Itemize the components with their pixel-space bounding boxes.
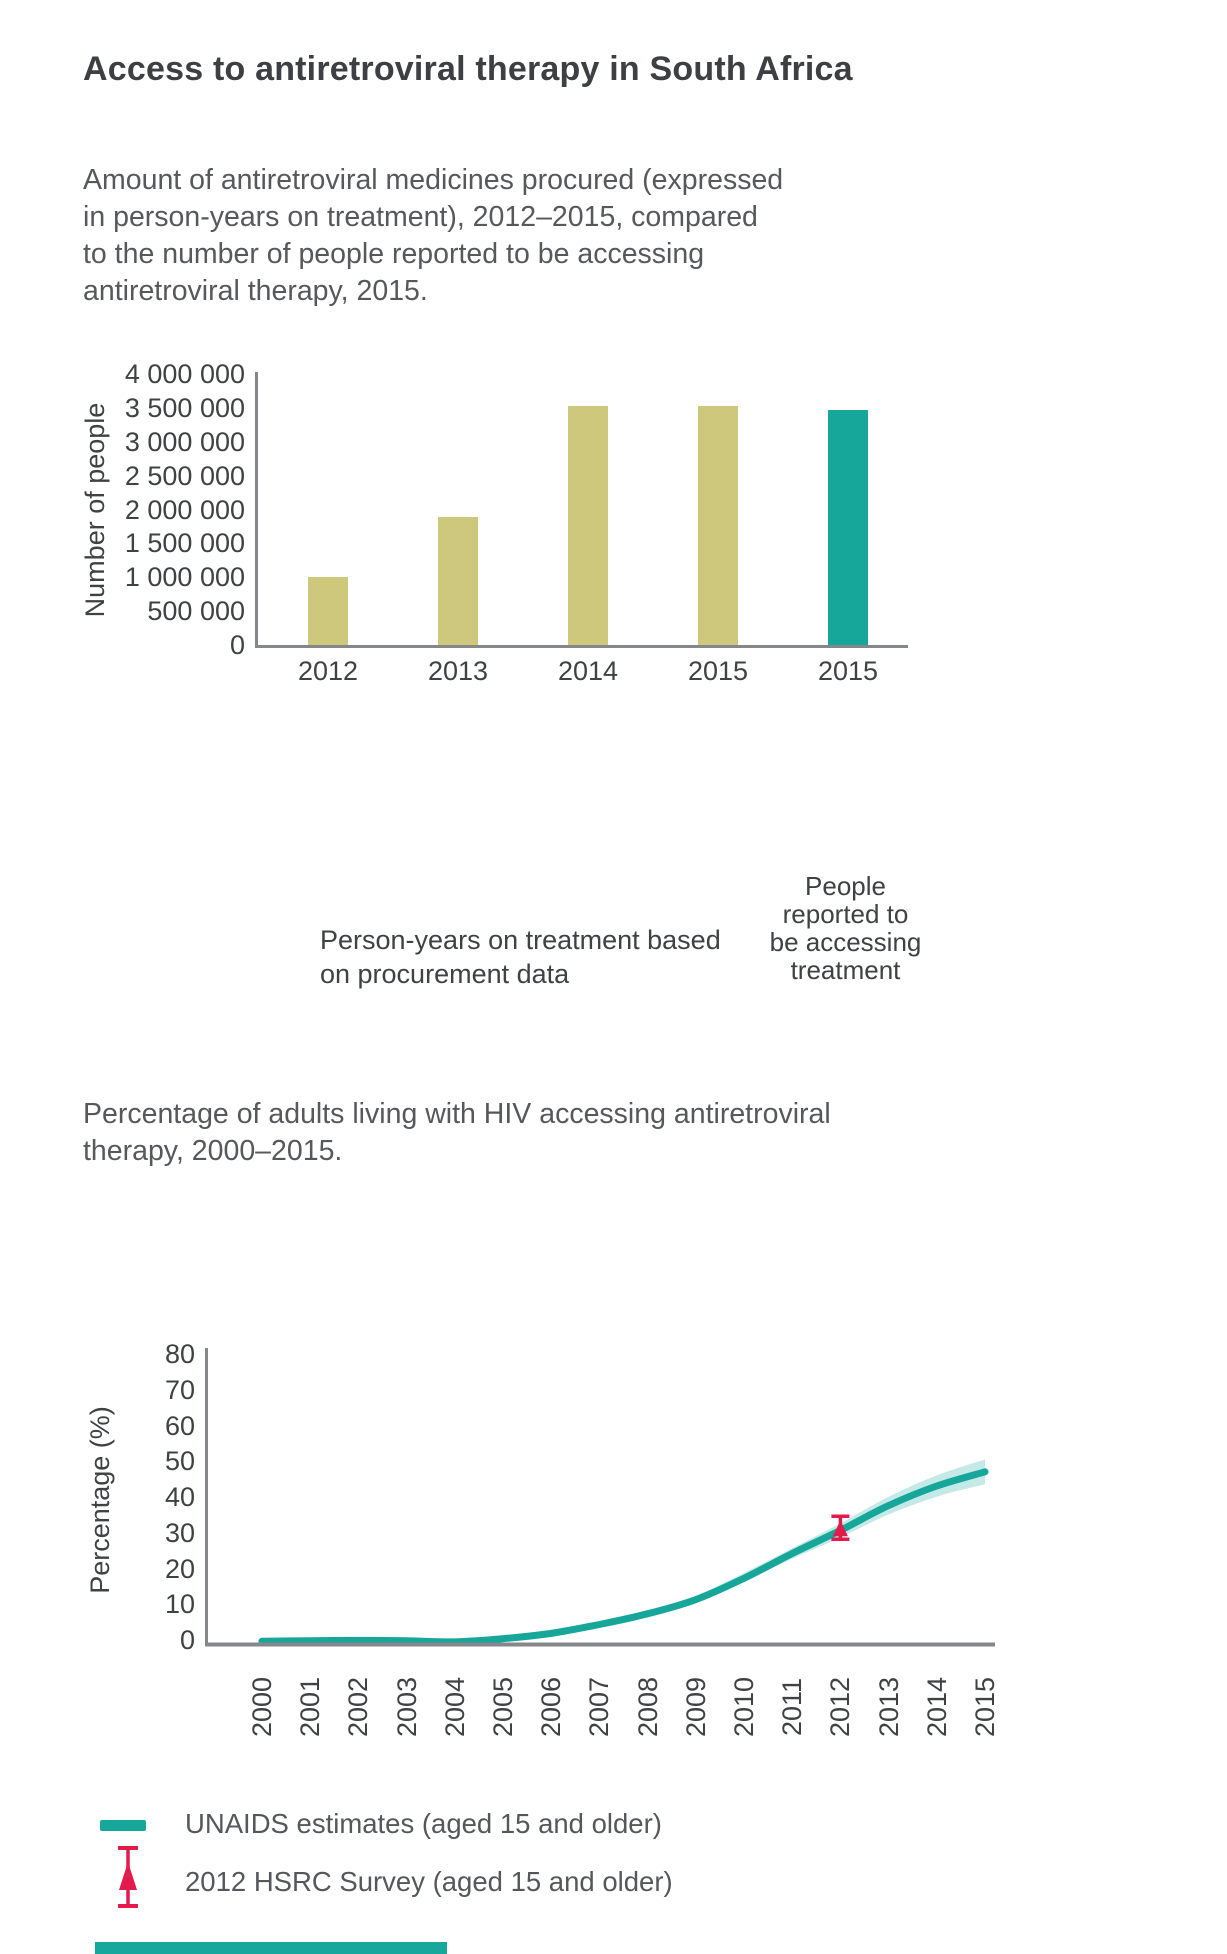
line-y-axis-ticks: 80 70 60 50 40 30 20 10 0: [100, 1339, 195, 1656]
line-y-tick-label: 0: [179, 1625, 195, 1655]
bar-2015-3: [698, 406, 738, 645]
line-y-tick-label: 80: [164, 1339, 195, 1369]
bar-x-axis-ticks: 2012 2013 2014 2015 2015: [258, 656, 908, 688]
estimates-line: [258, 1468, 989, 1646]
bar-y-tick-label: 2 500 000: [124, 460, 245, 491]
line-x-tick-label: 2000: [247, 1676, 277, 1738]
bar-y-tick-label: 0: [229, 630, 245, 660]
line-x-tick-label: 2004: [440, 1676, 470, 1738]
bar-x-tick-label: 2015: [817, 656, 879, 686]
bar-y-tick-label: 3 000 000: [124, 426, 245, 457]
line-y-tick-label: 10: [164, 1589, 195, 1620]
legend-label-survey: 2012 HSRC Survey (aged 15 and older): [185, 1866, 673, 1897]
line-x-tick-label: 2009: [681, 1676, 711, 1738]
bar-2014-2: [568, 406, 608, 645]
line-x-tick-label: 2015: [970, 1676, 1000, 1738]
line-x-tick-label: 2001: [295, 1676, 325, 1738]
legend-label-estimates: UNAIDS estimates (aged 15 and older): [185, 1808, 662, 1839]
line-x-tick-label: 2011: [777, 1677, 807, 1737]
line-y-tick-label: 20: [164, 1553, 195, 1584]
bar-x-tick-label: 2014: [557, 656, 619, 686]
uncertainty-band: [262, 1459, 985, 1643]
page-title: Access to antiretroviral therapy in Sout…: [83, 50, 853, 88]
line-x-tick-label: 2008: [633, 1676, 663, 1738]
bar-y-axis-ticks: 4 000 000 3 500 000 3 000 000 2 500 000 2 00…: [20, 359, 245, 661]
bar-x-tick-label: 2012: [297, 656, 359, 686]
line-y-tick-label: 50: [164, 1446, 195, 1477]
line-x-tick-label: 2010: [729, 1676, 759, 1738]
procurement-note: Person-years on treatment based on procu…: [320, 925, 721, 989]
bar-chart-subtitle: Amount of antiretroviral medicines procu…: [83, 164, 784, 307]
line-x-tick-label: 2007: [584, 1676, 614, 1738]
line-y-tick-label: 30: [164, 1517, 195, 1548]
bar-plot: [255, 372, 908, 648]
survey-error-bar: [831, 1514, 850, 1542]
line-plot-svg: [205, 1348, 995, 1647]
bar-2015-4: [828, 410, 868, 645]
bar-y-tick-label: 2 000 000: [124, 494, 245, 525]
line-x-tick-label: 2006: [536, 1676, 566, 1738]
estimates-line-swatch-icon: [100, 1820, 146, 1831]
footer-accent-bar: [95, 1942, 447, 1954]
bar-y-tick-label: 1 000 000: [124, 562, 245, 593]
bar-y-tick-label: 500 000: [147, 596, 245, 627]
bar-x-tick-label: 2013: [427, 656, 489, 686]
line-x-tick-label: 2012: [825, 1676, 855, 1738]
bar-x-tick-label: 2015: [687, 656, 749, 686]
line-x-tick-label: 2005: [488, 1676, 518, 1738]
bar-y-tick-label: 4 000 000: [124, 359, 245, 389]
bar-2012-0: [308, 577, 348, 645]
bar-2013-1: [438, 517, 478, 645]
line-x-tick-label: 2003: [392, 1676, 422, 1738]
line-y-tick-label: 70: [164, 1374, 195, 1405]
errorbar-icon: [118, 1846, 138, 1908]
line-y-tick-label: 60: [164, 1410, 195, 1441]
line-y-tick-label: 40: [164, 1482, 195, 1512]
reported-note: People reported to be accessing treatmen…: [769, 871, 922, 985]
bar-y-tick-label: 3 500 000: [124, 392, 245, 423]
bar-y-tick-label: 1 500 000: [124, 528, 245, 559]
line-x-tick-label: 2014: [922, 1676, 952, 1738]
line-x-tick-label: 2002: [343, 1676, 373, 1738]
line-x-tick-label: 2013: [874, 1676, 904, 1738]
line-chart-subtitle: Percentage of adults living with HIV acc…: [83, 1098, 831, 1167]
